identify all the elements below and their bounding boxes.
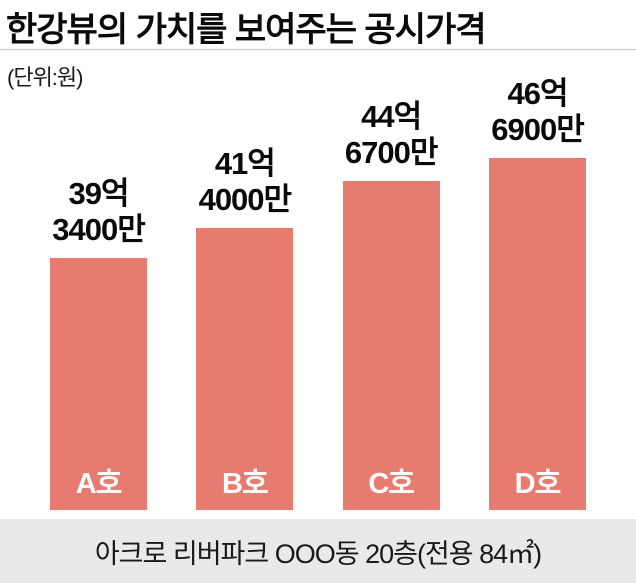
value-line-1: 44억 xyxy=(361,98,422,134)
value-label: 46억 6900만 xyxy=(491,75,584,149)
value-line-1: 46억 xyxy=(507,75,568,111)
value-label: 39억 3400만 xyxy=(52,175,145,249)
bar-group: 44억 6700만 C호 xyxy=(342,98,440,510)
title-divider xyxy=(0,49,636,50)
bar-chart: 39억 3400만 A호 41억 4000만 B호 44억 6700만 C호 xyxy=(0,55,636,510)
category-label: B호 xyxy=(222,468,269,500)
category-label: D호 xyxy=(514,468,562,500)
unit-label: (단위:원) xyxy=(7,65,83,90)
value-label: 41억 4000만 xyxy=(198,145,292,219)
chart-title: 한강뷰의 가치를 보여주는 공시가격 xyxy=(6,11,487,49)
value-line-2: 6900만 xyxy=(491,112,584,148)
bar-group: 46억 6900만 D호 xyxy=(488,75,586,510)
footer-caption: 아크로 리버파크 OOO동 20층(전용 84㎡) xyxy=(94,538,542,569)
value-line-2: 4000만 xyxy=(198,182,292,218)
value-line-2: 3400만 xyxy=(52,212,145,248)
value-label: 44억 6700만 xyxy=(344,98,438,172)
bar: D호 xyxy=(488,158,586,510)
bar-group: 39억 3400만 A호 xyxy=(50,176,147,510)
value-line-2: 6700만 xyxy=(344,135,438,171)
category-label: A호 xyxy=(75,468,123,500)
footer-strip: 아크로 리버파크 OOO동 20층(전용 84㎡) xyxy=(0,519,636,583)
bar: A호 xyxy=(50,258,147,510)
bar: B호 xyxy=(196,228,294,510)
bar: C호 xyxy=(342,181,440,510)
value-line-1: 39억 xyxy=(68,175,129,211)
value-line-1: 41억 xyxy=(214,145,276,181)
bar-group: 41억 4000만 B호 xyxy=(196,145,294,510)
category-label: C호 xyxy=(368,468,415,500)
